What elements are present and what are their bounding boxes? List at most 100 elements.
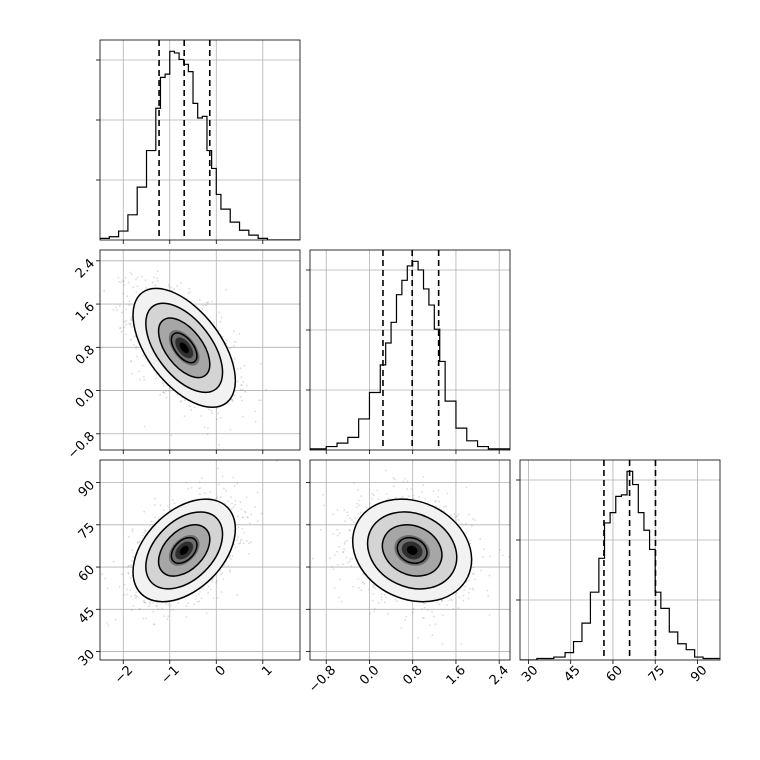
sample-point [225,288,228,291]
sample-point [130,316,133,319]
sample-point [373,584,376,587]
sample-point [141,275,143,278]
sample-point [248,542,251,545]
sample-point [138,370,140,373]
sample-point [230,558,233,560]
sample-point [236,380,239,383]
sample-point [232,506,235,508]
sample-point [462,594,465,597]
sample-point [152,623,155,625]
sample-point [103,289,106,292]
sample-point [209,491,212,493]
sample-point [256,491,259,494]
sample-point [456,515,459,518]
sample-point [487,595,490,598]
density-band [406,545,418,556]
sample-point [135,291,138,293]
sample-point [347,514,349,517]
sample-point [454,516,457,518]
sample-point [130,338,133,341]
sample-point [446,604,448,606]
sample-point [238,333,241,335]
sample-point [220,417,222,419]
sample-point [242,516,244,519]
sample-point [211,581,214,583]
sample-point [351,557,354,560]
sample-point [395,600,398,603]
sample-point [241,527,244,530]
sample-point [260,512,263,515]
sample-point [176,285,179,287]
sample-point [233,358,236,360]
sample-point [243,364,246,367]
sample-point [195,598,197,600]
sample-point [329,557,331,559]
sample-point [154,284,157,287]
sample-point [144,530,147,533]
sample-point [422,476,425,479]
sample-point [231,555,234,558]
sample-point [129,339,132,342]
sample-point [138,379,141,381]
sample-point [242,542,245,545]
sample-point [467,591,470,594]
contour-line-3 [351,498,473,603]
sample-point [446,492,449,495]
sample-point [344,520,346,522]
sample-point [381,596,383,598]
sample-point [116,309,118,311]
sample-point [395,496,397,499]
density-panel-2 [310,460,510,660]
sample-point [229,554,232,557]
sample-point [458,596,461,598]
sample-point [372,586,374,588]
density-band [179,342,189,354]
sample-point [210,588,212,591]
x-tick-label: 0 [213,663,229,679]
sample-point [176,393,179,396]
contour-line-3 [132,287,237,409]
sample-point [350,565,353,568]
sample-point [207,427,209,430]
sample-point [246,516,249,519]
sample-point [356,502,358,505]
sample-point [128,304,131,307]
sample-point [239,540,242,542]
sample-point [162,509,165,511]
y-tick-label: 75 [76,520,98,542]
sample-point [232,345,235,347]
sample-point [162,384,165,387]
sample-point [256,520,259,523]
sample-point [187,292,190,294]
contour-line-0 [170,332,198,364]
sample-point [130,359,132,362]
sample-point [118,585,121,588]
sample-point [452,607,455,610]
sample-point [130,609,133,612]
sample-point [369,502,371,505]
sample-point [260,362,262,365]
sample-point [144,279,147,282]
sample-point [144,601,147,604]
sample-point [127,281,130,284]
sample-point [202,588,205,590]
sample-point [428,624,431,627]
sample-point [133,335,136,338]
sample-point [180,400,183,402]
sample-point [211,412,213,415]
sample-point [237,526,240,529]
sample-point [153,276,155,278]
sample-point [483,548,485,551]
sample-point [242,380,245,383]
sample-point [163,615,166,618]
sample-point [469,542,472,545]
sample-point [168,283,171,286]
sample-point [148,605,150,607]
contour-line-0 [170,536,198,564]
sample-point [106,587,109,590]
sample-point [130,319,132,322]
sample-point [384,596,387,599]
sample-point [474,578,476,581]
sample-point [155,604,158,607]
sample-point [137,541,139,544]
